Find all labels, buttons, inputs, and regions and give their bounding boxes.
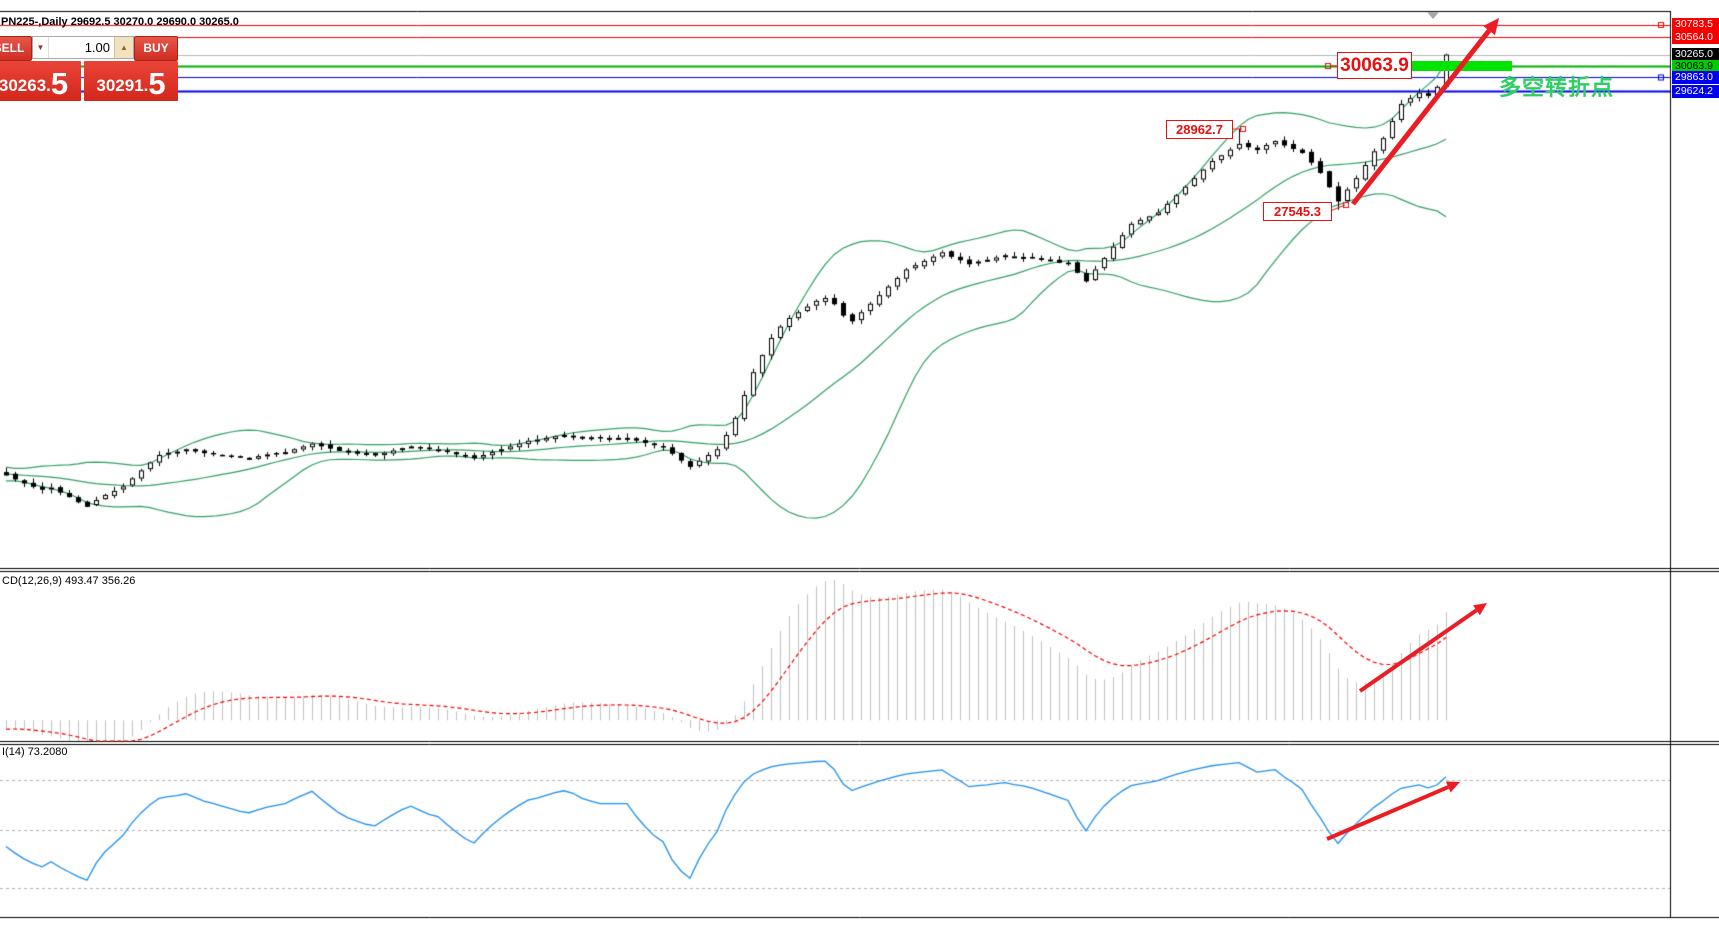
swing-low-price-label[interactable]: 27545.3 xyxy=(1263,202,1332,221)
bid-price-small: 30263. xyxy=(0,76,51,95)
bid-price[interactable]: 30263. 5 xyxy=(0,61,81,101)
trade-buttons-row: SELL ▼ 1.00 ▲ BUY xyxy=(0,36,178,61)
swing-high-price-label[interactable]: 28962.7 xyxy=(1166,120,1233,139)
breakout-highlight-bar[interactable] xyxy=(1412,61,1512,72)
rsi-name: I(14) xyxy=(2,746,25,758)
volume-decrease-button[interactable]: ▼ xyxy=(33,37,49,58)
rsi-indicator-label: I(14) 73.2080 xyxy=(2,746,67,758)
turning-point-text[interactable]: 多空转折点 xyxy=(1499,75,1615,100)
bid-price-big-digit: 5 xyxy=(50,66,69,101)
ask-price-big-digit: 5 xyxy=(148,66,166,101)
macd-signal-value: 356.26 xyxy=(101,575,136,587)
chart-shift-marker[interactable] xyxy=(1427,12,1439,19)
rsi-value: 73.2080 xyxy=(27,746,68,758)
macd-name: CD(12,26,9) xyxy=(2,575,62,587)
breakout-price-label[interactable]: 30063.9 xyxy=(1337,52,1412,79)
macd-main-value: 493.47 xyxy=(64,575,99,587)
ask-price-small: 30291. xyxy=(96,76,149,95)
volume-increase-button[interactable]: ▲ xyxy=(114,37,133,58)
chart-title: PN225-,Daily 29692.5 30270.0 29690.0 302… xyxy=(1,16,239,28)
sell-button[interactable]: SELL xyxy=(0,36,32,61)
volume-value[interactable]: 1.00 xyxy=(84,40,110,55)
trade-prices-row: 30263. 5 30291. 5 xyxy=(0,61,178,101)
ask-price[interactable]: 30291. 5 xyxy=(84,61,178,101)
buy-button[interactable]: BUY xyxy=(134,36,178,61)
volume-spinner[interactable]: ▼ 1.00 ▲ xyxy=(32,36,134,59)
macd-indicator-label: CD(12,26,9) 493.47 356.26 xyxy=(2,575,135,587)
